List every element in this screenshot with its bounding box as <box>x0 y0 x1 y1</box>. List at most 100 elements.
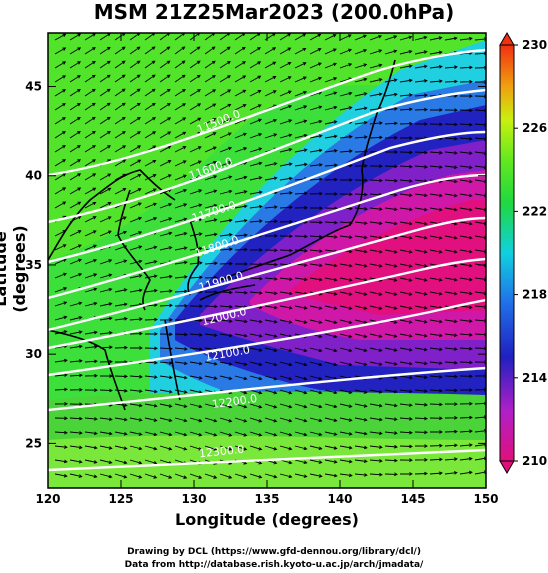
wind-arrow <box>429 471 443 476</box>
wind-arrow <box>144 202 157 209</box>
wind-arrow <box>369 164 383 168</box>
wind-arrow <box>415 122 428 126</box>
wind-arrow <box>354 178 368 183</box>
wind-arrow <box>294 33 307 41</box>
wind-arrow <box>384 403 398 408</box>
wind-arrow <box>144 431 158 437</box>
wind-arrow <box>399 150 413 155</box>
wind-arrow <box>84 359 98 364</box>
wind-arrow <box>234 319 248 324</box>
wind-arrow <box>204 46 216 55</box>
wind-arrow <box>459 470 473 475</box>
wind-arrow <box>369 333 383 338</box>
wind-arrow <box>414 235 428 240</box>
wind-arrow <box>249 248 263 252</box>
wind-arrow <box>354 305 368 310</box>
wind-arrow <box>294 62 307 69</box>
wind-arrow <box>279 403 293 409</box>
x-axis-label: Longitude (degrees) <box>175 510 359 529</box>
wind-arrow <box>84 287 98 293</box>
wind-arrow <box>144 131 157 139</box>
wind-arrow <box>174 160 187 167</box>
wind-arrow <box>54 131 66 139</box>
wind-arrow <box>174 246 188 251</box>
wind-arrow <box>204 417 218 423</box>
wind-arrow <box>144 288 158 293</box>
wind-arrow <box>459 179 473 184</box>
wind-arrow <box>324 34 337 41</box>
wind-arrow <box>234 290 248 295</box>
wind-arrow <box>99 116 111 125</box>
wind-arrow <box>369 78 383 83</box>
wind-arrow <box>114 431 128 436</box>
wind-arrow <box>204 375 218 380</box>
wind-arrow <box>369 135 383 140</box>
wind-arrow <box>324 206 338 211</box>
wind-arrow <box>354 77 368 83</box>
wind-arrow <box>294 162 308 167</box>
wind-arrow <box>399 319 413 324</box>
wind-arrow <box>444 402 458 406</box>
wind-arrow <box>69 416 83 421</box>
wind-arrow <box>444 319 458 324</box>
wind-arrow <box>99 74 111 83</box>
wind-arrow <box>219 218 233 223</box>
wind-arrow <box>219 103 232 111</box>
wind-arrow <box>309 220 323 225</box>
wind-arrow <box>234 190 248 195</box>
wind-arrow <box>399 403 413 407</box>
x-tick-label: 150 <box>473 492 498 506</box>
wind-arrow <box>324 134 338 139</box>
wind-arrow <box>69 473 83 478</box>
wind-arrow <box>174 88 186 97</box>
wind-arrow <box>114 159 127 167</box>
wind-arrow <box>459 429 473 434</box>
wind-arrow <box>429 347 443 352</box>
wind-arrow <box>309 76 323 83</box>
wind-arrow <box>99 130 111 139</box>
wind-arrow <box>144 74 156 83</box>
wind-arrow <box>444 361 458 365</box>
wind-arrow <box>324 445 338 450</box>
wind-arrow <box>219 473 233 479</box>
wind-arrow <box>399 78 413 83</box>
wind-arrow <box>384 333 398 338</box>
wind-arrow <box>279 176 293 181</box>
wind-arrow <box>204 275 218 280</box>
wind-arrow <box>354 347 368 353</box>
wind-arrow <box>294 191 308 196</box>
wind-arrow <box>174 431 188 437</box>
wind-arrow <box>69 387 83 392</box>
wind-arrow <box>444 79 458 84</box>
wind-arrow <box>69 315 83 321</box>
wind-arrow <box>459 305 473 310</box>
wind-arrow <box>204 319 218 323</box>
wind-arrow <box>399 347 413 352</box>
wind-arrow <box>264 61 277 69</box>
wind-arrow <box>249 219 263 223</box>
coastlines <box>48 59 396 411</box>
wind-arrow <box>324 347 338 353</box>
wind-arrow <box>354 333 368 339</box>
wind-arrow <box>249 291 263 295</box>
wind-arrow <box>69 201 82 209</box>
wind-arrow <box>129 60 141 69</box>
wind-arrow <box>339 106 353 111</box>
wind-arrow <box>309 234 323 239</box>
wind-arrow <box>369 347 383 352</box>
wind-arrow <box>69 75 81 83</box>
wind-arrow <box>54 459 68 464</box>
wind-arrow <box>234 233 248 237</box>
wind-arrow <box>114 88 126 97</box>
wind-arrow <box>339 192 353 197</box>
wind-arrow <box>219 247 233 252</box>
wind-arrow <box>294 234 308 239</box>
wind-arrow <box>204 60 216 69</box>
wind-arrow <box>249 403 263 409</box>
wind-arrow <box>384 221 398 226</box>
wind-arrow <box>339 235 353 240</box>
wind-arrow <box>369 472 383 477</box>
wind-arrow <box>399 193 413 198</box>
wind-arrow <box>369 235 383 240</box>
wind-arrow <box>294 403 308 409</box>
